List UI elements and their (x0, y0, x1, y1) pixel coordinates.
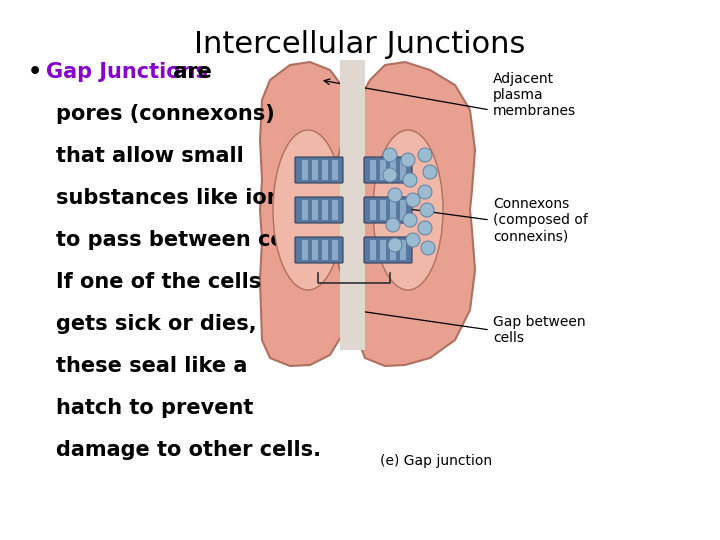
Bar (302, 240, 308, 260)
Text: are: are (166, 62, 212, 82)
Ellipse shape (373, 130, 443, 290)
Text: substances like ions: substances like ions (56, 188, 294, 208)
Bar (302, 200, 308, 220)
Bar (370, 240, 376, 260)
Ellipse shape (273, 130, 343, 290)
Text: hatch to prevent: hatch to prevent (56, 398, 253, 418)
Ellipse shape (388, 238, 402, 252)
Text: Adjacent
plasma
membranes: Adjacent plasma membranes (493, 72, 576, 118)
Text: to pass between cells.: to pass between cells. (56, 230, 319, 250)
Text: gets sick or dies,: gets sick or dies, (56, 314, 256, 334)
Text: that allow small: that allow small (56, 146, 244, 166)
Text: •: • (28, 62, 42, 82)
Ellipse shape (403, 213, 417, 227)
Bar (370, 160, 376, 180)
Ellipse shape (423, 165, 437, 179)
Bar (312, 240, 318, 260)
Text: Gap between
cells: Gap between cells (493, 315, 585, 345)
Bar (380, 240, 386, 260)
Bar (380, 160, 386, 180)
Bar (380, 200, 386, 220)
Bar (390, 160, 396, 180)
Bar (400, 200, 406, 220)
FancyBboxPatch shape (364, 157, 412, 183)
Text: damage to other cells.: damage to other cells. (56, 440, 321, 460)
Ellipse shape (403, 173, 417, 187)
Ellipse shape (383, 148, 397, 162)
Bar (312, 200, 318, 220)
Bar (332, 200, 338, 220)
Text: (e) Gap junction: (e) Gap junction (380, 454, 492, 468)
Bar (400, 160, 406, 180)
Ellipse shape (386, 218, 400, 232)
FancyBboxPatch shape (364, 197, 412, 223)
Ellipse shape (418, 185, 432, 199)
Ellipse shape (421, 241, 435, 255)
FancyBboxPatch shape (364, 237, 412, 263)
Bar (322, 240, 328, 260)
Bar (400, 240, 406, 260)
Ellipse shape (418, 221, 432, 235)
FancyBboxPatch shape (295, 197, 343, 223)
Bar (340, 60, 365, 350)
Bar (302, 160, 308, 180)
Text: If one of the cells: If one of the cells (56, 272, 261, 292)
Bar (312, 160, 318, 180)
Text: Gap Junctions: Gap Junctions (46, 62, 208, 82)
Bar (390, 200, 396, 220)
Ellipse shape (388, 188, 402, 202)
Text: pores (connexons): pores (connexons) (56, 104, 275, 124)
Bar (332, 160, 338, 180)
Ellipse shape (420, 203, 434, 217)
Ellipse shape (383, 168, 397, 182)
Ellipse shape (418, 148, 432, 162)
Text: Intercellular Junctions: Intercellular Junctions (194, 30, 526, 59)
Ellipse shape (406, 193, 420, 207)
Text: these seal like a: these seal like a (56, 356, 248, 376)
Ellipse shape (406, 233, 420, 247)
Bar (322, 160, 328, 180)
FancyBboxPatch shape (295, 157, 343, 183)
Bar (322, 200, 328, 220)
Text: Connexons
(composed of
connexins): Connexons (composed of connexins) (493, 197, 588, 243)
Ellipse shape (401, 153, 415, 167)
Polygon shape (260, 62, 348, 366)
FancyBboxPatch shape (295, 237, 343, 263)
Bar (370, 200, 376, 220)
Bar (332, 240, 338, 260)
Bar (390, 240, 396, 260)
Polygon shape (355, 62, 475, 366)
